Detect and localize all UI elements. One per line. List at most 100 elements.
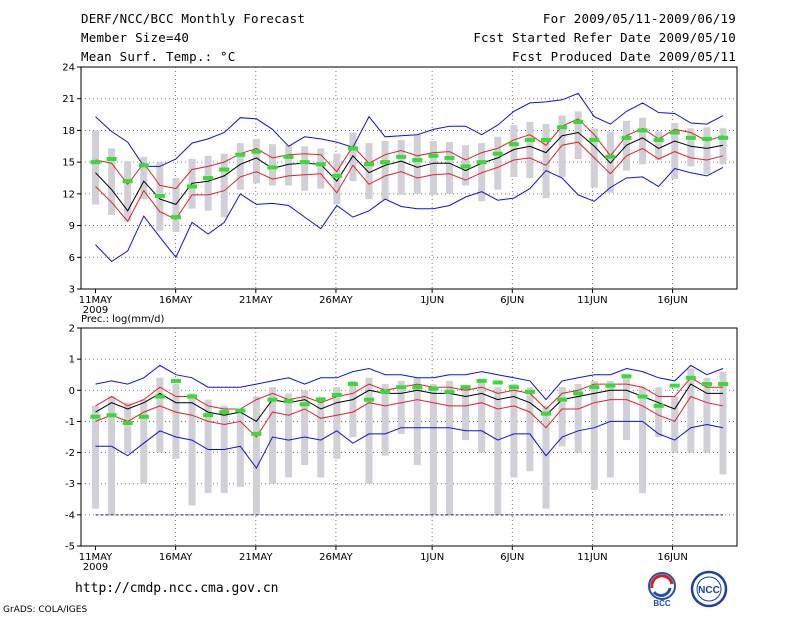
panel1-spread-box	[687, 128, 695, 167]
panel1-obs-marker	[605, 154, 616, 159]
panel2-spread-box	[510, 384, 518, 478]
panel1-ytick-label: 6	[69, 253, 75, 264]
panel2-spread-box	[574, 384, 582, 453]
panel2-obs-marker	[573, 391, 584, 396]
panel1-spread-box	[381, 141, 389, 201]
panel2-ytick-label: -5	[65, 542, 75, 553]
panel1-obs-marker	[701, 136, 712, 141]
panel1-obs-marker	[589, 137, 600, 142]
panel2-obs-marker	[460, 385, 471, 390]
panel2-spread-box	[285, 393, 293, 478]
panel1-mean-line	[95, 131, 724, 212]
panel2-spread-box	[526, 387, 534, 472]
panel2-ytick-label: 2	[69, 324, 75, 335]
panel1-obs-marker	[138, 163, 149, 168]
panel2-spread-box	[381, 384, 389, 456]
panel1-spread-box	[719, 128, 727, 165]
panel1-spread-box	[268, 144, 276, 186]
panel2-spread-box	[494, 387, 502, 515]
panel1-spread-box	[204, 155, 212, 211]
panel1-ytick-label: 3	[69, 285, 75, 296]
panel1-spread-box	[510, 125, 518, 177]
panel1-obs-marker	[170, 215, 181, 220]
panel1-spread-box	[429, 141, 437, 195]
panel1-obs-marker	[460, 164, 471, 169]
panel1-obs-marker	[380, 160, 391, 165]
panel2-obs-marker	[396, 385, 407, 390]
panel1-spread-box	[140, 156, 148, 200]
panel1-obs-marker	[444, 155, 455, 160]
panel2-xtick-label: 6JUN	[500, 552, 524, 563]
panel1-xtick-label: 11MAY	[79, 295, 113, 306]
panel1-obs-marker	[621, 135, 632, 140]
panel2-min-line	[95, 420, 724, 470]
panel1-spread-box	[365, 143, 373, 200]
forecast-started-date: Fcst Started Refer Date 2009/05/10	[473, 30, 736, 45]
panel1-xtick-label: 11JUN	[577, 295, 607, 306]
panel2-obs-marker	[315, 397, 326, 402]
forecast-period: For 2009/05/11-2009/06/19	[542, 11, 736, 26]
panel1-year-label: 2009	[83, 305, 108, 316]
panel1-ytick-label: 12	[62, 189, 75, 200]
panel2-spread-box	[301, 390, 309, 466]
panel2-obs-marker	[219, 410, 230, 415]
panel2-ytick-label: 1	[69, 355, 75, 366]
source-url[interactable]: http://cmdp.ncc.cma.gov.cn	[75, 581, 279, 596]
panel1-spread-box	[124, 161, 132, 222]
panel2-xtick-label: 26MAY	[319, 552, 353, 563]
panel1-spread-box	[606, 131, 614, 193]
panel1-spread-box	[526, 121, 534, 178]
panel1-obs-marker	[122, 179, 133, 184]
panel1-obs-marker	[508, 142, 519, 147]
panel2-spread-box	[124, 402, 132, 453]
panel1-spread-box	[478, 143, 486, 202]
panel2-obs-marker	[203, 413, 214, 418]
panel2-obs-marker	[557, 397, 568, 402]
panel2-obs-marker	[187, 394, 198, 399]
panel1-obs-marker	[557, 125, 568, 130]
panel2-max-line	[95, 364, 724, 401]
panel2-obs-marker	[154, 394, 165, 399]
panel1-spread-box	[671, 123, 679, 180]
panel1-obs-marker	[364, 162, 375, 167]
panel1-spread-box	[413, 134, 421, 194]
panel2-spread-box	[252, 396, 260, 515]
variable-label: Mean Surf. Temp.: °C	[81, 49, 236, 64]
panel2-obs-marker	[380, 389, 391, 394]
panel2-obs-marker	[701, 382, 712, 387]
panel1-obs-marker	[428, 153, 439, 158]
grads-credit: GrADS: COLA/IGES	[3, 605, 88, 615]
panel1-obs-marker	[251, 149, 262, 154]
panel1-obs-marker	[524, 137, 535, 142]
panel2-obs-marker	[267, 397, 278, 402]
panel2-spread-box	[268, 387, 276, 484]
panel2-obs-marker	[685, 375, 696, 380]
panel2-lower-line	[95, 395, 724, 438]
panel2-spread-box	[622, 374, 630, 441]
panel1-obs-marker	[396, 154, 407, 159]
panel1-obs-marker	[718, 135, 728, 140]
panel2-obs-marker	[283, 399, 294, 404]
panel1-obs-marker	[412, 158, 423, 163]
panel2-spread-box	[719, 371, 727, 475]
panel2-obs-marker	[428, 386, 439, 391]
panel1-obs-marker	[90, 160, 101, 165]
panel1-obs-marker	[541, 137, 552, 142]
panel1-min-line	[95, 166, 724, 263]
panel2-ytick-label: 0	[69, 386, 75, 397]
panel2-spread-box	[462, 387, 470, 441]
panel2-spread-box	[429, 384, 437, 515]
panel2-obs-marker	[541, 411, 552, 416]
panel2-spread-box	[140, 399, 148, 484]
panel1-spread-box	[317, 148, 325, 189]
panel2-obs-marker	[524, 389, 535, 394]
panel2-obs-marker	[637, 394, 648, 399]
panel2-xtick-label: 16MAY	[159, 552, 193, 563]
panel2-obs-marker	[364, 397, 375, 402]
panel1-spread-box	[236, 143, 244, 190]
panel1-spread-box	[108, 148, 116, 215]
panel2-spread-box	[333, 387, 341, 459]
panel2-obs-marker	[235, 408, 246, 413]
panel1-upper-line	[95, 118, 724, 190]
